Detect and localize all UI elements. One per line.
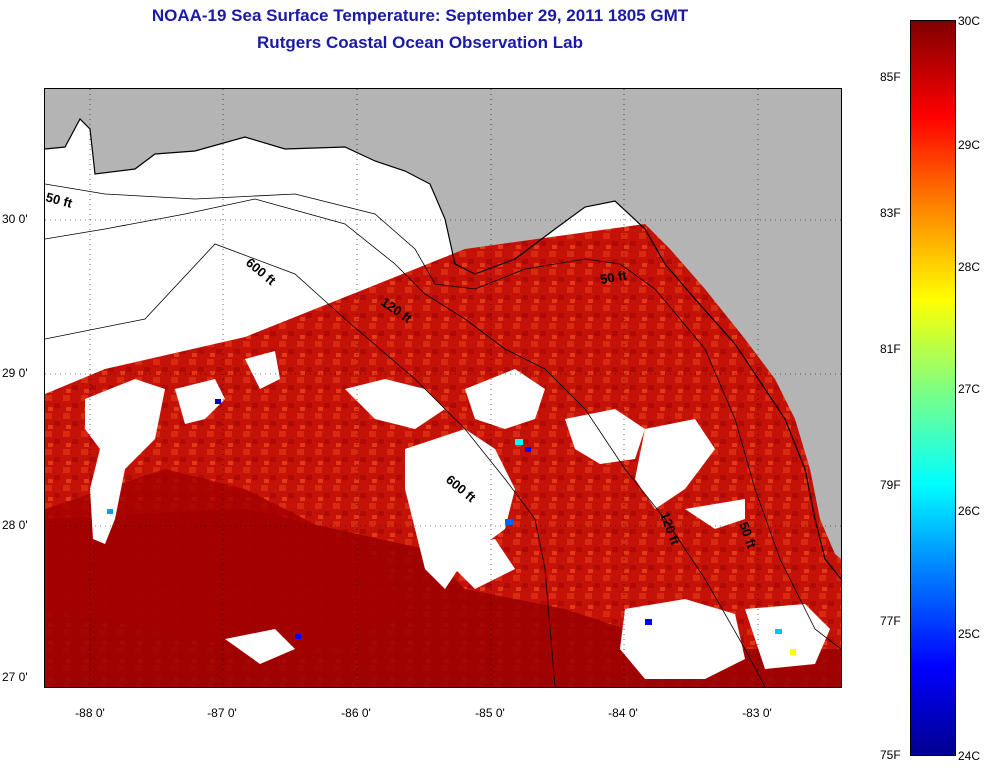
colorbar-f-label: 83F [880, 206, 901, 220]
lat-label: 30 0' [2, 212, 28, 226]
colorbar-f-label: 79F [880, 478, 901, 492]
lon-label: -84 0' [608, 706, 638, 720]
depth-contours [45, 183, 841, 687]
colorbar-f-label: 77F [880, 614, 901, 628]
colorbar-f-label: 75F [880, 748, 901, 762]
colorbar-f-label: 81F [880, 342, 901, 356]
map-title: NOAA-19 Sea Surface Temperature: Septemb… [151, 6, 689, 25]
lon-label: -83 0' [742, 706, 772, 720]
depth-label: 50 ft [45, 189, 75, 211]
lon-label: -85 0' [475, 706, 505, 720]
colorbar-c-label: 29C [958, 138, 981, 152]
colorbar-c-label: 28C [958, 260, 981, 274]
sst-map: 50 ft 600 ft 120 ft 50 ft 600 ft 120 ft … [44, 88, 842, 688]
lon-label: -88 0' [75, 706, 105, 720]
cool-speckles [107, 399, 796, 655]
lon-label: -87 0' [207, 706, 237, 720]
coastline [45, 118, 841, 580]
temperature-colorbar [910, 20, 956, 756]
colorbar-c-label: 26C [958, 504, 981, 518]
map-subtitle: Rutgers Coastal Ocean Observation Lab [257, 33, 583, 52]
colorbar-f-label: 85F [880, 70, 901, 84]
colorbar-c-label: 27C [958, 382, 981, 396]
lon-label: -86 0' [341, 706, 371, 720]
cloud-patches [85, 351, 830, 679]
depth-label: 50 ft [599, 267, 629, 287]
colorbar-c-label: 24C [958, 749, 981, 763]
colorbar-c-label: 25C [958, 627, 981, 641]
colorbar-c-label: 30C [958, 14, 981, 28]
sst-warm-west [45, 469, 405, 649]
lat-label: 29 0' [2, 366, 28, 380]
lat-label: 27 0' [2, 670, 28, 684]
lat-label: 28 0' [2, 518, 28, 532]
